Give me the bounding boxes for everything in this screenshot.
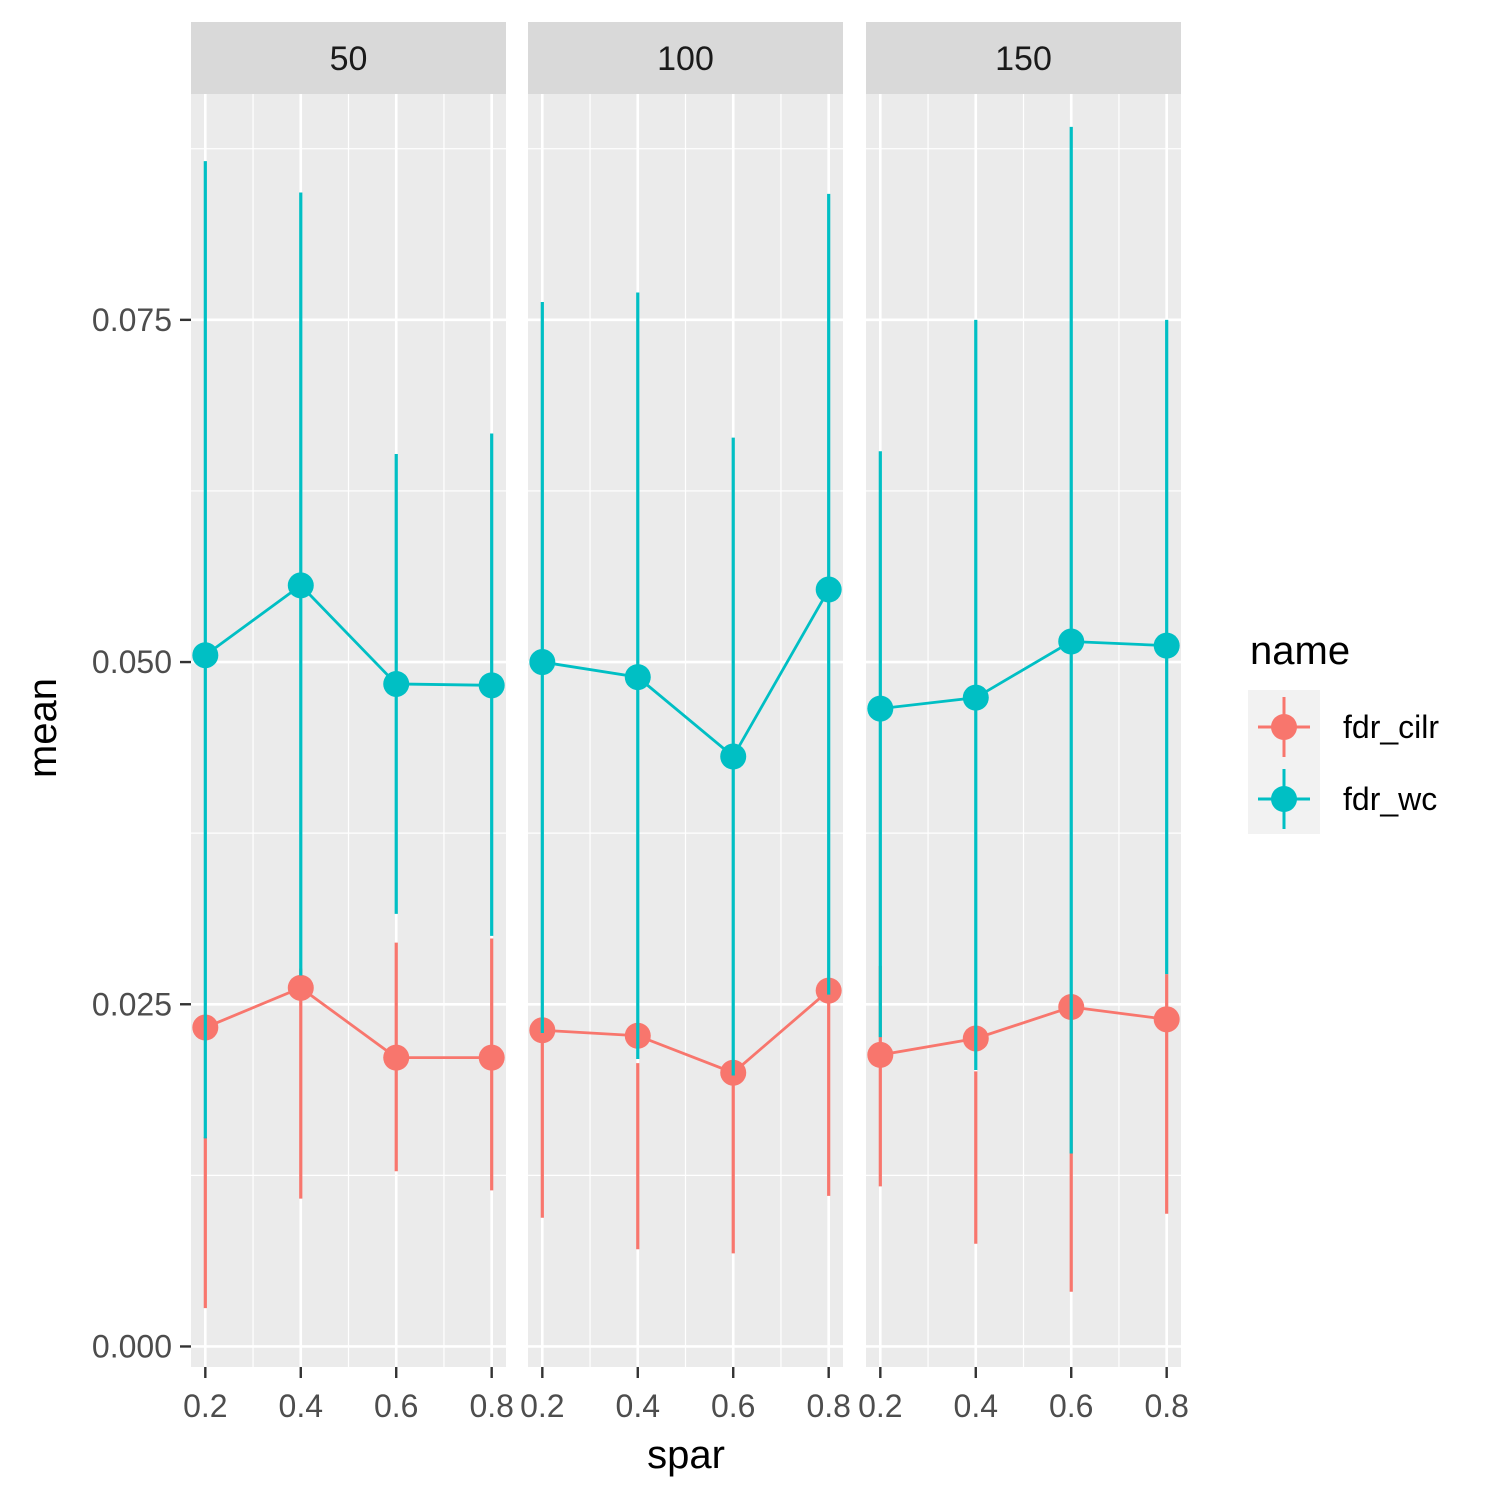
x-axis-title: spar bbox=[647, 1433, 725, 1477]
x-tick-label: 0.6 bbox=[1049, 1388, 1093, 1424]
legend-title: name bbox=[1250, 629, 1350, 673]
x-tick-label: 0.2 bbox=[183, 1388, 227, 1424]
data-point bbox=[720, 743, 747, 770]
data-point bbox=[1153, 1006, 1180, 1033]
data-point bbox=[529, 649, 556, 676]
legend: name fdr_cilr fdr_wc bbox=[1248, 629, 1439, 834]
x-tick-label: 0.6 bbox=[711, 1388, 755, 1424]
y-axis-title: mean bbox=[21, 678, 65, 778]
panels-layer: 50 100 150 bbox=[191, 22, 1181, 1367]
legend-label: fdr_wc bbox=[1343, 781, 1437, 817]
facet-panel: 150 bbox=[866, 22, 1181, 1367]
facet-strip bbox=[866, 22, 1181, 94]
legend-key-point bbox=[1271, 714, 1297, 740]
series-line bbox=[204, 583, 492, 687]
series-fdr_wc bbox=[192, 161, 505, 1139]
series-fdr_wc bbox=[529, 193, 842, 1076]
data-point bbox=[478, 1044, 505, 1071]
facet-strip-label: 50 bbox=[330, 40, 368, 78]
data-point bbox=[867, 1041, 894, 1068]
x-tick-label: 0.8 bbox=[469, 1388, 513, 1424]
y-tick-label: 0.050 bbox=[92, 644, 172, 680]
data-point bbox=[1058, 628, 1085, 655]
data-point bbox=[962, 684, 989, 711]
data-point bbox=[867, 695, 894, 722]
data-point bbox=[478, 672, 505, 699]
legend-key-fdr_cilr bbox=[1258, 697, 1310, 757]
x-tick-label: 0.6 bbox=[374, 1388, 418, 1424]
data-point bbox=[383, 1044, 410, 1071]
data-point bbox=[815, 576, 842, 603]
facet-panel: 100 bbox=[528, 22, 843, 1367]
y-tick-label: 0.025 bbox=[92, 986, 172, 1022]
legend-key-point bbox=[1271, 786, 1297, 812]
y-tick-label: 0.075 bbox=[92, 302, 172, 338]
series-line bbox=[880, 1005, 1167, 1057]
data-point bbox=[383, 670, 410, 697]
x-tick-label: 0.4 bbox=[616, 1388, 660, 1424]
series-fdr_wc bbox=[867, 126, 1180, 1154]
facet-strip bbox=[191, 22, 506, 94]
y-axis: 0.000 0.025 0.050 0.075 bbox=[92, 302, 191, 1364]
x-axis: 0.2 0.4 0.6 0.8 0.2 0.4 0.6 0.8 0.2 0.4 0.6 0.8 bbox=[183, 1367, 1189, 1424]
series-line bbox=[542, 989, 830, 1075]
data-point bbox=[624, 664, 651, 691]
facet-panel: 50 bbox=[191, 22, 506, 1367]
series-line bbox=[542, 588, 830, 759]
data-point bbox=[1153, 632, 1180, 659]
x-tick-label: 0.8 bbox=[806, 1388, 850, 1424]
x-tick-label: 0.4 bbox=[954, 1388, 998, 1424]
data-point bbox=[287, 974, 314, 1001]
series-line bbox=[204, 986, 492, 1060]
legend-key-fdr_wc bbox=[1258, 769, 1310, 829]
x-tick-label: 0.4 bbox=[279, 1388, 323, 1424]
data-point bbox=[287, 572, 314, 599]
legend-label: fdr_cilr bbox=[1343, 709, 1439, 745]
facet-strip bbox=[528, 22, 843, 94]
facet-strip-label: 100 bbox=[657, 40, 714, 78]
x-tick-label: 0.2 bbox=[520, 1388, 564, 1424]
x-tick-label: 0.8 bbox=[1144, 1388, 1188, 1424]
x-tick-label: 0.2 bbox=[858, 1388, 902, 1424]
facet-strip-label: 150 bbox=[995, 40, 1052, 78]
series-line bbox=[880, 640, 1167, 710]
y-tick-label: 0.000 bbox=[92, 1328, 172, 1364]
data-point bbox=[192, 642, 219, 669]
